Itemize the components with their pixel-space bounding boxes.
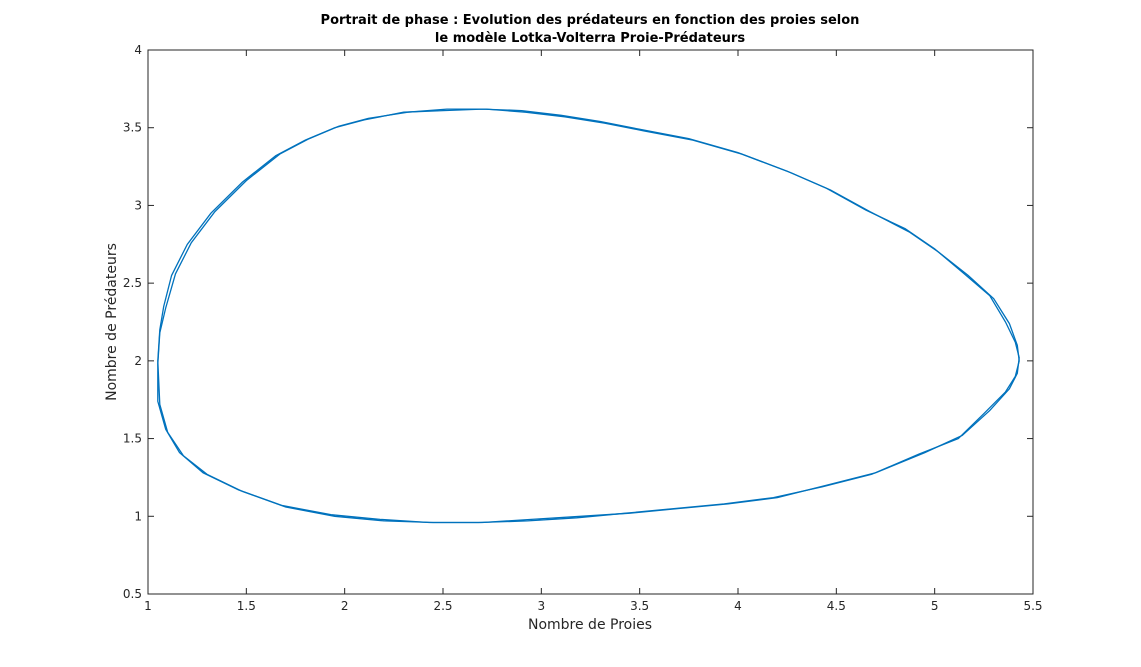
y-tick-label: 3 bbox=[134, 198, 142, 212]
x-tick-label: 1.5 bbox=[237, 599, 256, 613]
chart-title-line-1: Portrait de phase : Evolution des prédat… bbox=[321, 13, 860, 28]
x-tick-label: 4.5 bbox=[827, 599, 846, 613]
y-tick-label: 2.5 bbox=[123, 276, 142, 290]
plot-area-frame bbox=[147, 49, 1034, 595]
axes-box bbox=[147, 49, 1034, 595]
chart-title: Portrait de phase : Evolution des prédat… bbox=[321, 13, 860, 46]
y-tick-label: 2 bbox=[134, 354, 142, 368]
x-tick-label: 3.5 bbox=[630, 599, 649, 613]
x-tick-label: 5.5 bbox=[1023, 599, 1042, 613]
plot-series bbox=[157, 108, 1020, 524]
y-tick-label: 1.5 bbox=[123, 432, 142, 446]
x-axis-label: Nombre de Proies bbox=[528, 617, 652, 633]
y-tick-label: 4 bbox=[134, 43, 142, 57]
y-axis-label: Nombre de Prédateurs bbox=[104, 243, 120, 401]
y-tick-label: 3.5 bbox=[123, 121, 142, 135]
series-line-2 bbox=[157, 108, 1020, 524]
series-line-1 bbox=[157, 108, 1020, 524]
y-tick-label: 1 bbox=[134, 509, 142, 523]
chart-title-line-2: le modèle Lotka-Volterra Proie-Prédateur… bbox=[435, 31, 745, 46]
x-tick-label: 2.5 bbox=[433, 599, 452, 613]
x-tick-label: 4 bbox=[734, 599, 742, 613]
y-tick-label: 0.5 bbox=[123, 587, 142, 601]
y-axis-ticks: 0.5 1 1.5 2 2.5 3 3.5 4 bbox=[123, 43, 1033, 601]
x-tick-label: 2 bbox=[341, 599, 349, 613]
x-tick-label: 3 bbox=[538, 599, 546, 613]
x-axis-ticks: 1 1.5 2 2.5 3 3.5 4 4.5 5 5.5 bbox=[144, 50, 1043, 613]
x-tick-label: 1 bbox=[144, 599, 152, 613]
x-tick-label: 5 bbox=[931, 599, 939, 613]
